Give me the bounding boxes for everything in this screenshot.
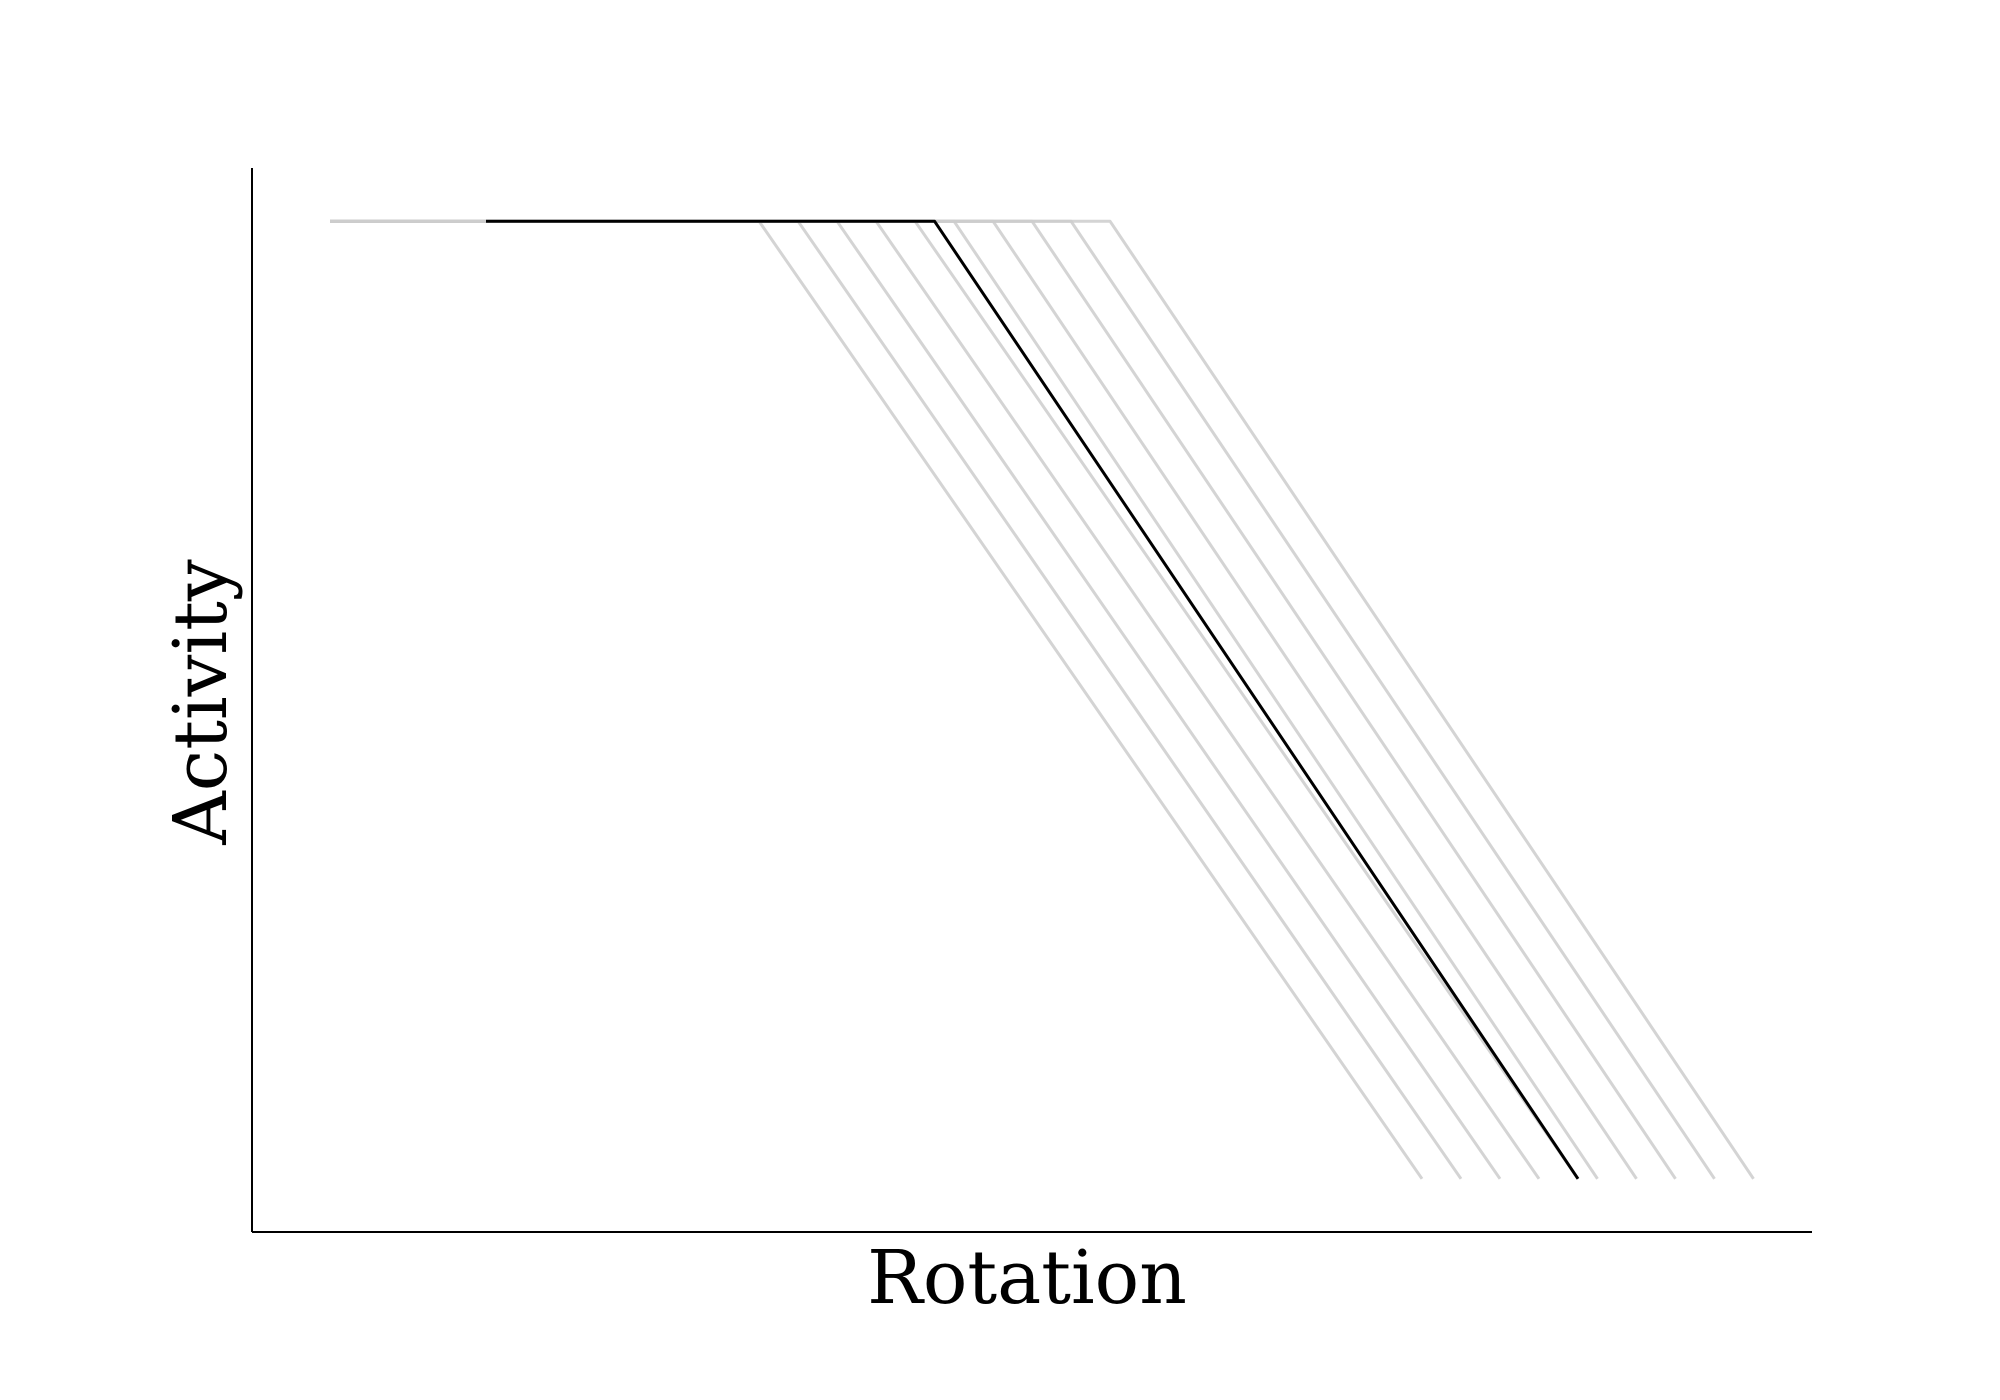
series-line-3	[330, 219, 1541, 1180]
x-axis-label: Rotation	[867, 1235, 1187, 1321]
series-line-2	[330, 219, 1502, 1180]
series-line-4	[330, 219, 1580, 1180]
series-line-highlight	[486, 219, 1580, 1180]
series-line-8	[330, 219, 1716, 1180]
series-line-1	[330, 219, 1463, 1180]
series-line-7	[330, 219, 1677, 1180]
series-line-5	[330, 219, 1599, 1180]
y-axis-label: Activity	[158, 559, 244, 845]
series-line-0	[330, 219, 1424, 1180]
series-layer	[330, 219, 1755, 1180]
